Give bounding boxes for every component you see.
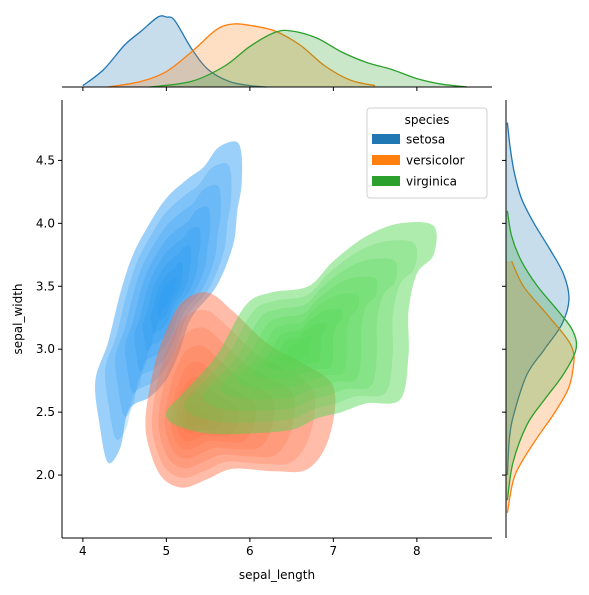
- kde-level-4-virginica: [220, 276, 378, 400]
- kde-level-5-versicolor: [170, 361, 257, 450]
- marginal-x-area-setosa: [82, 15, 267, 87]
- y-tick-label-2: 2.0: [36, 468, 55, 482]
- y-tick-label-2.5: 2.5: [36, 405, 55, 419]
- x-tick-label-8: 8: [413, 544, 421, 558]
- kde-level-2-virginica: [184, 240, 418, 423]
- kde-level-2-versicolor: [151, 309, 316, 479]
- legend-title: species: [405, 113, 450, 127]
- kde-level-8-versicolor: [185, 403, 209, 427]
- legend-swatch-virginica: [372, 176, 400, 186]
- kde-level-8-setosa: [157, 277, 176, 317]
- marginal-x-area-versicolor: [107, 23, 376, 88]
- marginal-x-line-setosa: [82, 15, 267, 88]
- legend: species setosa versicolor virginica: [366, 107, 488, 199]
- marginal-x-density-panel: [82, 15, 468, 88]
- x-tick-label-7: 7: [330, 544, 338, 558]
- legend-label-virginica: virginica: [406, 175, 457, 189]
- legend-swatch-versicolor: [372, 155, 400, 165]
- joint-kde-virginica: [166, 221, 437, 435]
- kde-level-3-versicolor: [158, 327, 296, 469]
- kde-level-3-setosa: [115, 184, 221, 417]
- legend-label-versicolor: versicolor: [406, 154, 465, 168]
- y-tick-label-4.5: 4.5: [36, 153, 55, 167]
- joint-kde-panel: [95, 141, 437, 488]
- kde-level-5-setosa: [134, 226, 201, 372]
- kde-level-5-virginica: [237, 293, 360, 389]
- marginal-x-line-versicolor: [107, 23, 376, 88]
- x-tick-label-4: 4: [79, 544, 87, 558]
- kde-level-8-virginica: [280, 336, 313, 362]
- marginal-y-density-panel: [506, 122, 578, 513]
- kde-level-6-virginica: [252, 308, 343, 379]
- marginal-x-line-virginica: [149, 29, 468, 88]
- marginal-y-line-virginica: [506, 210, 578, 501]
- marginal-y-area-versicolor: [506, 261, 575, 513]
- kde-level-4-setosa: [125, 206, 211, 394]
- kde-level-3-virginica: [202, 258, 398, 412]
- kde-level-1-versicolor: [145, 292, 336, 488]
- marginal-y-line-setosa: [506, 122, 570, 476]
- axes: 4 5 6 7 8 2.0 2.5 3.0 3.5 4.0 4.5: [36, 86, 507, 558]
- kde-level-7-setosa: [150, 262, 184, 334]
- kde-level-4-versicolor: [164, 345, 275, 459]
- marginal-y-line-versicolor: [506, 260, 575, 513]
- joint-kde-versicolor: [145, 292, 336, 488]
- y-tick-label-4: 4.0: [36, 216, 55, 230]
- x-axis-label: sepal_length: [239, 568, 315, 582]
- kde-level-7-virginica: [267, 323, 327, 370]
- y-axis-label: sepal_width: [11, 283, 25, 354]
- kde-level-7-versicolor: [181, 390, 224, 434]
- y-tick-label-3: 3.0: [36, 342, 55, 356]
- legend-label-setosa: setosa: [406, 133, 445, 147]
- marginal-y-area-virginica: [506, 210, 577, 501]
- x-tick-label-5: 5: [163, 544, 171, 558]
- legend-frame: [366, 107, 488, 199]
- kde-level-6-setosa: [142, 245, 192, 352]
- kde-level-2-setosa: [105, 163, 232, 440]
- y-tick-label-3.5: 3.5: [36, 279, 55, 293]
- legend-swatch-setosa: [372, 134, 400, 144]
- kde-level-1-virginica: [166, 221, 437, 435]
- kde-level-1-setosa: [95, 141, 243, 464]
- marginal-x-area-virginica: [149, 30, 467, 87]
- x-tick-label-6: 6: [246, 544, 254, 558]
- kde-level-6-versicolor: [176, 376, 239, 442]
- joint-kde-setosa: [95, 141, 243, 464]
